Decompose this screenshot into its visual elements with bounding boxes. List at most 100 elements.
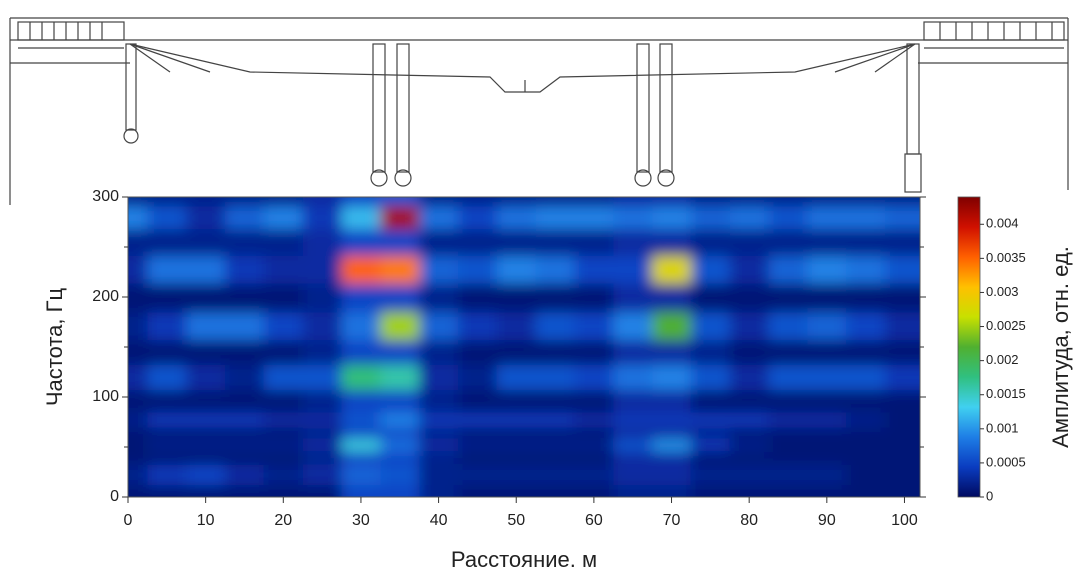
heatmap-cell [885, 364, 920, 390]
heatmap-cell [419, 197, 459, 207]
heatmap-cell [885, 412, 920, 428]
heatmap-cell [690, 197, 731, 207]
heatmap-cell [807, 484, 847, 497]
colorbar-tick-label: 0.002 [986, 352, 1019, 367]
heatmap-cell [419, 484, 459, 497]
heatmap-cell [652, 283, 692, 313]
heatmap-cell [807, 283, 847, 313]
heatmap-cell [186, 451, 226, 465]
heatmap-cell [652, 484, 692, 497]
colorbar [957, 196, 981, 498]
heatmap-cell [729, 228, 770, 256]
heatmap-cell [147, 451, 187, 465]
heatmap-cell [807, 255, 847, 284]
heatmap-cell [535, 451, 575, 465]
heatmap-cell [380, 255, 420, 284]
heatmap-cell [147, 197, 187, 207]
heatmap-cell [302, 197, 343, 207]
heatmap-cell [496, 389, 537, 413]
heatmap-cell [147, 206, 187, 229]
heatmap-cell [186, 389, 226, 413]
heatmap-cell [263, 206, 304, 229]
colorbar-tick-label: 0.003 [986, 284, 1019, 299]
heatmap-cell [341, 412, 381, 428]
heatmap-cell [496, 312, 537, 340]
heatmap-cell [535, 228, 575, 256]
heatmap-cell [380, 389, 420, 413]
x-tick-label: 30 [352, 512, 370, 529]
heatmap-cell [768, 197, 808, 207]
heatmap-cell [302, 438, 343, 452]
heatmap-cell [225, 312, 265, 340]
heatmap-cell [574, 228, 614, 256]
heatmap-cell [885, 339, 920, 365]
heatmap-cell [652, 438, 692, 452]
heatmap-cell [302, 255, 343, 284]
heatmap-cell [846, 412, 886, 428]
heatmap-cell [535, 464, 575, 485]
heatmap-cell [419, 228, 459, 256]
heatmap-cell [380, 228, 420, 256]
heatmap-cell [380, 412, 420, 428]
heatmap-cell [807, 364, 847, 390]
heatmap-cell [613, 484, 653, 497]
heatmap-cell [147, 255, 187, 284]
heatmap-cell [613, 255, 653, 284]
heatmap-cell [225, 412, 265, 428]
heatmap-cell [380, 451, 420, 465]
heatmap-cell [535, 206, 575, 229]
colorbar-tick-label: 0.001 [986, 420, 1019, 435]
colorbar-tick-label: 0 [986, 488, 993, 503]
heatmap-cell [458, 206, 498, 229]
heatmap-cell [574, 451, 614, 465]
heatmap-cell [147, 438, 187, 452]
heatmap-cell [574, 283, 614, 313]
heatmap-cell [807, 312, 847, 340]
heatmap-cell [186, 464, 226, 485]
heatmap-cell [419, 255, 459, 284]
heatmap-cell [768, 451, 808, 465]
heatmap-cell [147, 412, 187, 428]
heatmap-cell [128, 412, 148, 428]
heatmap-cell [535, 197, 575, 207]
heatmap-cell [419, 438, 459, 452]
heatmap-cell [186, 438, 226, 452]
heatmap-cell [574, 255, 614, 284]
heatmap-cell [652, 312, 692, 340]
heatmap-cell [225, 464, 265, 485]
heatmap-cell [768, 312, 808, 340]
heatmap-cell [341, 283, 381, 313]
heatmap-cell [613, 412, 653, 428]
heatmap-cell [885, 451, 920, 465]
heatmap-cell [341, 438, 381, 452]
heatmap-cell [458, 427, 498, 439]
heatmap-cell [147, 283, 187, 313]
heatmap-cell [128, 283, 148, 313]
heatmap-cell [768, 206, 808, 229]
heatmap-cell [419, 206, 459, 229]
heatmap-cell [768, 364, 808, 390]
heatmap-cell [458, 283, 498, 313]
heatmap-cell [574, 427, 614, 439]
x-tick-label: 20 [274, 512, 292, 529]
colorbar-tick-label: 0.0015 [986, 386, 1026, 401]
heatmap-cell [729, 339, 770, 365]
heatmap-cell [574, 464, 614, 485]
heatmap-cell [729, 312, 770, 340]
heatmap-cell [768, 412, 808, 428]
heatmap-cell [496, 255, 537, 284]
heatmap-cell [496, 206, 537, 229]
heatmap-cell [128, 255, 148, 284]
heatmap-cell [263, 312, 304, 340]
heatmap-cell [128, 339, 148, 365]
heatmap-cell [147, 228, 187, 256]
heatmap-cell [128, 364, 148, 390]
heatmap-cell [729, 412, 770, 428]
heatmap-cell [225, 206, 265, 229]
heatmap-cell [380, 427, 420, 439]
heatmap-cell [768, 438, 808, 452]
heatmap-cell [846, 312, 886, 340]
heatmap-cell [613, 312, 653, 340]
heatmap-cell [263, 283, 304, 313]
heatmap-cell [458, 451, 498, 465]
